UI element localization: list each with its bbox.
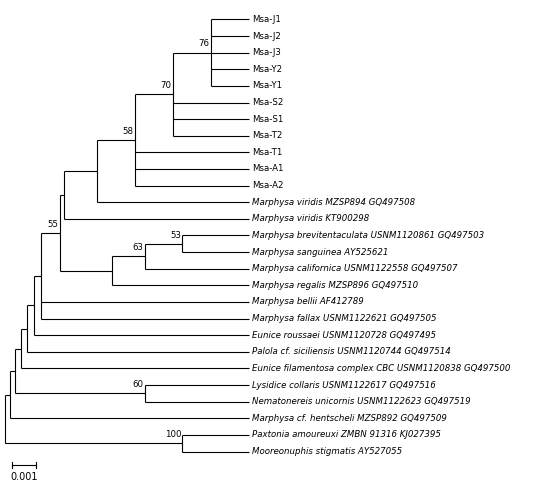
Text: 63: 63 <box>132 243 143 252</box>
Text: Eunice filamentosa complex CBC USNM1120838 GQ497500: Eunice filamentosa complex CBC USNM11208… <box>253 364 511 373</box>
Text: Msa-Y2: Msa-Y2 <box>253 65 283 74</box>
Text: Marphysa bellii AF412789: Marphysa bellii AF412789 <box>253 297 364 307</box>
Text: Paxtonia amoureuxi ZMBN 91316 KJ027395: Paxtonia amoureuxi ZMBN 91316 KJ027395 <box>253 431 441 439</box>
Text: 100: 100 <box>165 430 181 439</box>
Text: 70: 70 <box>161 81 172 90</box>
Text: Msa-A1: Msa-A1 <box>253 164 284 174</box>
Text: Marphysa regalis MZSP896 GQ497510: Marphysa regalis MZSP896 GQ497510 <box>253 281 419 290</box>
Text: 0.001: 0.001 <box>10 472 38 482</box>
Text: Marphysa sanguinea AY525621: Marphysa sanguinea AY525621 <box>253 247 389 257</box>
Text: Marphysa viridis KT900298: Marphysa viridis KT900298 <box>253 214 369 224</box>
Text: Marphysa californica USNM1122558 GQ497507: Marphysa californica USNM1122558 GQ49750… <box>253 264 458 273</box>
Text: Mooreonuphis stigmatis AY527055: Mooreonuphis stigmatis AY527055 <box>253 447 402 456</box>
Text: Msa-J3: Msa-J3 <box>253 48 282 57</box>
Text: Msa-S1: Msa-S1 <box>253 115 284 123</box>
Text: Marphysa viridis MZSP894 GQ497508: Marphysa viridis MZSP894 GQ497508 <box>253 198 416 207</box>
Text: 58: 58 <box>123 127 134 136</box>
Text: Msa-J1: Msa-J1 <box>253 15 282 24</box>
Text: Msa-T1: Msa-T1 <box>253 148 283 157</box>
Text: Msa-A2: Msa-A2 <box>253 181 284 190</box>
Text: Msa-Y1: Msa-Y1 <box>253 81 283 90</box>
Text: Lysidice collaris USNM1122617 GQ497516: Lysidice collaris USNM1122617 GQ497516 <box>253 381 436 390</box>
Text: Marphysa brevitentaculata USNM1120861 GQ497503: Marphysa brevitentaculata USNM1120861 GQ… <box>253 231 485 240</box>
Text: 76: 76 <box>198 39 210 49</box>
Text: Msa-J2: Msa-J2 <box>253 32 282 40</box>
Text: Nematonereis unicornis USNM1122623 GQ497519: Nematonereis unicornis USNM1122623 GQ497… <box>253 397 471 406</box>
Text: 55: 55 <box>47 220 58 229</box>
Text: Eunice roussaei USNM1120728 GQ497495: Eunice roussaei USNM1120728 GQ497495 <box>253 330 436 340</box>
Text: Palola cf. siciliensis USNM1120744 GQ497514: Palola cf. siciliensis USNM1120744 GQ497… <box>253 347 451 356</box>
Text: Msa-S2: Msa-S2 <box>253 98 284 107</box>
Text: Marphysa fallax USNM1122621 GQ497505: Marphysa fallax USNM1122621 GQ497505 <box>253 314 437 323</box>
Text: Msa-T2: Msa-T2 <box>253 131 283 140</box>
Text: 53: 53 <box>170 231 181 240</box>
Text: 60: 60 <box>132 380 143 389</box>
Text: Marphysa cf. hentscheli MZSP892 GQ497509: Marphysa cf. hentscheli MZSP892 GQ497509 <box>253 414 447 423</box>
